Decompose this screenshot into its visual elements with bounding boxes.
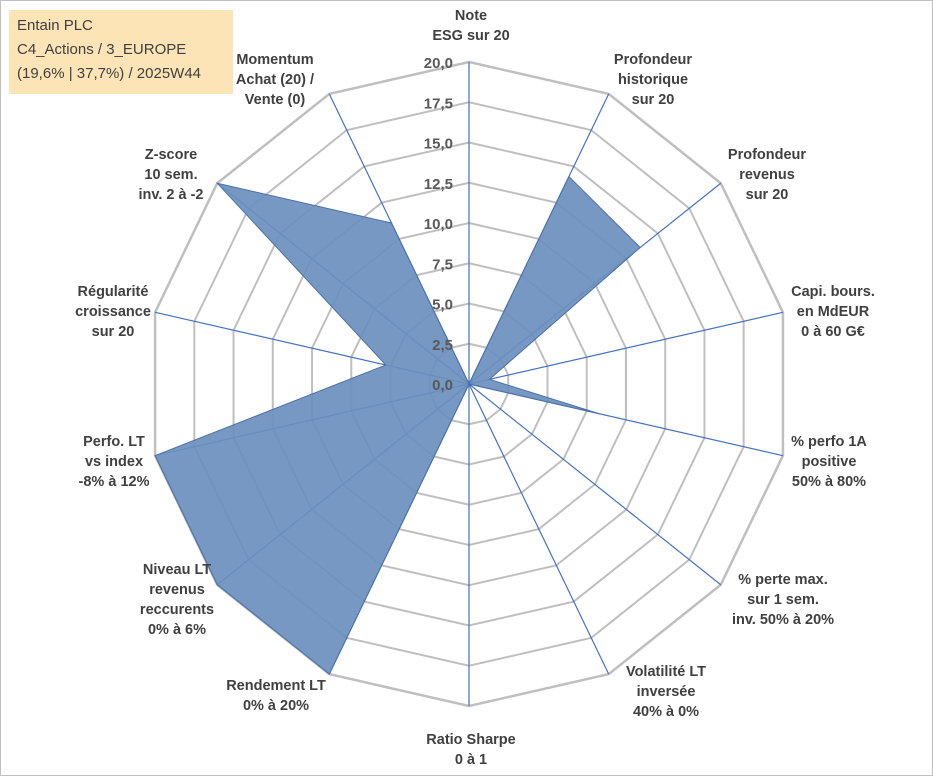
tick-label: 20,0 <box>424 55 453 72</box>
axis-label: sur 20 <box>92 324 135 340</box>
axis-label: 0 à 1 <box>455 752 487 768</box>
tick-label: 10,0 <box>424 216 453 233</box>
axis-label: Niveau LT <box>143 562 211 578</box>
axis-label: inversée <box>637 684 696 700</box>
tick-label: 2,5 <box>432 337 453 354</box>
axis-label: % perfo 1A <box>791 434 867 450</box>
axis-label: inv. 50% à 20% <box>732 612 834 628</box>
axis-label: Profondeur <box>728 147 806 163</box>
tick-label: 15,0 <box>424 136 453 153</box>
axis-label: ESG sur 20 <box>432 28 509 44</box>
axis-label: Z-score <box>145 147 197 163</box>
axis-label: Volatilité LT <box>626 664 706 680</box>
tick-label: 0,0 <box>432 377 453 394</box>
axis-label: positive <box>802 454 857 470</box>
info-box: Entain PLC C4_Actions / 3_EUROPE (19,6% … <box>9 10 233 94</box>
axis-label: Vente (0) <box>245 92 306 108</box>
category-label: C4_Actions / 3_EUROPE <box>17 41 187 58</box>
axis-label: Perfo. LT <box>83 434 145 450</box>
stats-label: (19,6% | 37,7%) / 2025W44 <box>17 65 201 82</box>
axis-label: revenus <box>149 582 205 598</box>
axis-label: Profondeur <box>614 52 692 68</box>
axis-label: Régularité <box>78 284 149 300</box>
axis-label: revenus <box>739 167 795 183</box>
axis-label: vs index <box>85 454 143 470</box>
axis-label: Capi. bours. <box>791 284 875 300</box>
axis-label: reccurents <box>140 602 214 618</box>
axis-spoke <box>468 383 722 586</box>
axis-label: sur 20 <box>746 187 789 203</box>
axis-label: 40% à 0% <box>633 704 699 720</box>
axis-spoke <box>468 311 784 385</box>
axis-label: Momentum <box>236 52 313 68</box>
axis-label: croissance <box>75 304 151 320</box>
axis-label: sur 20 <box>632 92 675 108</box>
label-layer: Note ESG sur 20 Profondeur historique sur 20… <box>75 8 875 768</box>
axis-label: Ratio Sharpe <box>426 732 515 748</box>
tick-label: 17,5 <box>424 95 453 112</box>
axis-label: en MdEUR <box>797 304 870 320</box>
axis-label: sur 1 sem. <box>747 592 819 608</box>
axis-label: 50% à 80% <box>792 474 866 490</box>
series-layer <box>154 175 641 675</box>
series-area <box>154 175 641 675</box>
axis-label: 0 à 60 G€ <box>801 324 865 340</box>
axis-label: 0% à 6% <box>148 622 206 638</box>
company-name: Entain PLC <box>17 17 93 34</box>
tick-layer: 0,0 2,5 5,0 7,5 10,0 12,5 15,0 17,5 20,0 <box>424 55 453 394</box>
tick-label: 12,5 <box>424 176 453 193</box>
axis-label: Rendement LT <box>226 678 326 694</box>
axis-label: -8% à 12% <box>79 474 150 490</box>
axis-spoke <box>468 383 610 675</box>
axis-label: Achat (20) / <box>236 72 314 88</box>
axis-label: % perte max. <box>738 572 827 588</box>
axis-label: Note <box>455 8 487 24</box>
axis-label: inv. 2 à -2 <box>138 187 203 203</box>
axis-label: 0% à 20% <box>243 698 309 714</box>
tick-label: 5,0 <box>432 297 453 314</box>
axis-label: 10 sem. <box>144 167 197 183</box>
tick-label: 7,5 <box>432 256 453 273</box>
axis-label: historique <box>618 72 688 88</box>
